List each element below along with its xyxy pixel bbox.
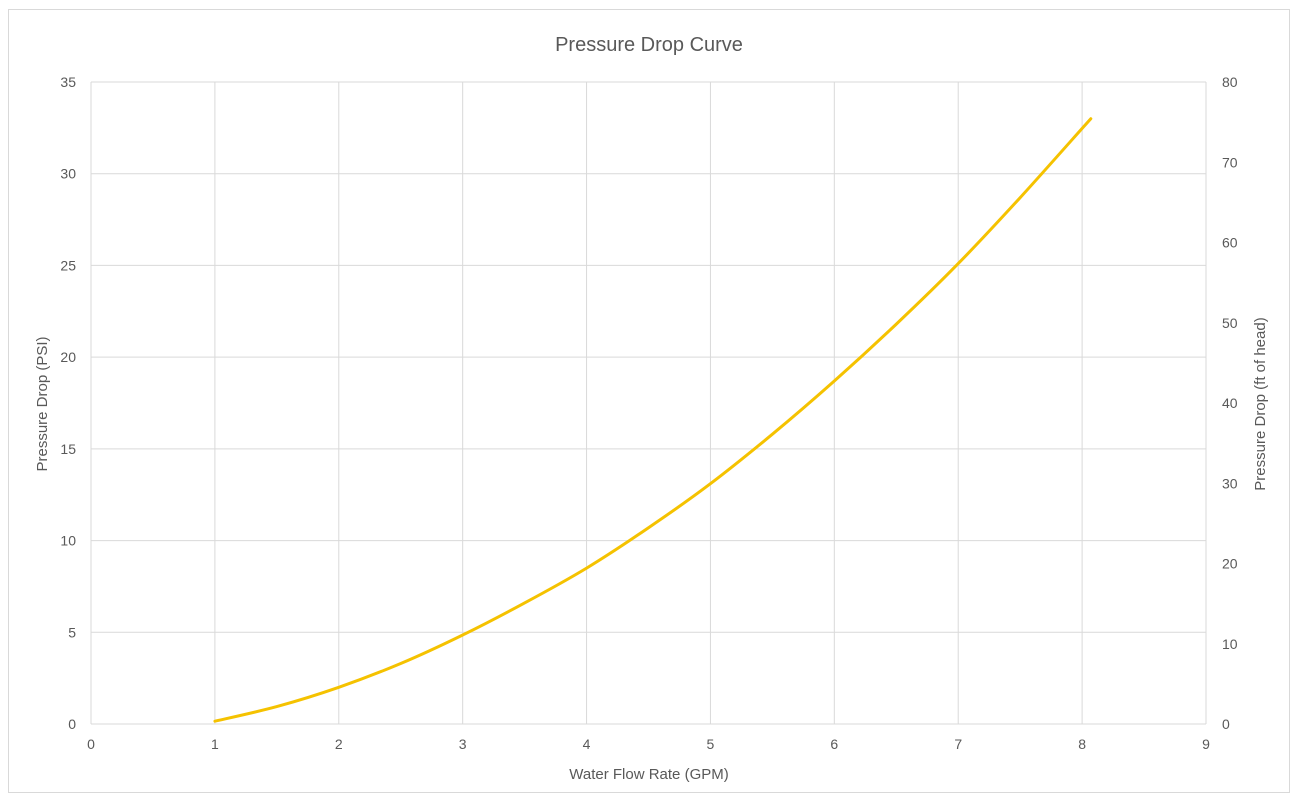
secondary-y-axis-tick-labels: 0 10 20 30 40 50 60 70 80 <box>1222 74 1238 732</box>
gridlines <box>90 81 1207 725</box>
chart-frame <box>8 9 1290 793</box>
x-axis-title: Water Flow Rate (GPM) <box>569 766 728 783</box>
y-axis-tick-labels: 0 5 10 15 20 25 30 35 <box>60 74 76 732</box>
y2-tick-label: 40 <box>1222 395 1238 411</box>
x-tick-label: 8 <box>1078 736 1086 752</box>
y2-tick-label: 30 <box>1222 475 1238 491</box>
x-tick-label: 9 <box>1202 736 1210 752</box>
x-tick-label: 7 <box>954 736 962 752</box>
y-tick-label: 25 <box>60 257 76 273</box>
x-tick-label: 2 <box>335 736 343 752</box>
pressure-drop-series-line <box>213 117 1093 723</box>
y-axis-title: Pressure Drop (PSI) <box>34 336 51 471</box>
y-tick-label: 35 <box>60 74 76 90</box>
secondary-y-axis-title: Pressure Drop (ft of head) <box>1252 317 1269 490</box>
y-tick-label: 20 <box>60 349 76 365</box>
x-tick-label: 0 <box>87 736 95 752</box>
y2-tick-label: 10 <box>1222 636 1238 652</box>
x-axis-tick-labels: 0 1 2 3 4 5 6 7 8 9 <box>87 736 1210 752</box>
y-tick-label: 15 <box>60 441 76 457</box>
y2-tick-label: 80 <box>1222 74 1238 90</box>
chart-title: Pressure Drop Curve <box>555 34 743 56</box>
series-layer <box>213 117 1093 723</box>
x-tick-label: 1 <box>211 736 219 752</box>
y2-tick-label: 50 <box>1222 315 1238 331</box>
y2-tick-label: 70 <box>1222 154 1238 170</box>
x-tick-label: 5 <box>707 736 715 752</box>
y-tick-label: 30 <box>60 166 76 182</box>
y-tick-label: 10 <box>60 533 76 549</box>
y2-tick-label: 20 <box>1222 556 1238 572</box>
x-tick-label: 6 <box>830 736 838 752</box>
y2-tick-label: 0 <box>1222 716 1230 732</box>
y-tick-label: 0 <box>68 716 76 732</box>
x-tick-label: 3 <box>459 736 467 752</box>
y-tick-label: 5 <box>68 624 76 640</box>
x-tick-label: 4 <box>583 736 591 752</box>
y2-tick-label: 60 <box>1222 235 1238 251</box>
